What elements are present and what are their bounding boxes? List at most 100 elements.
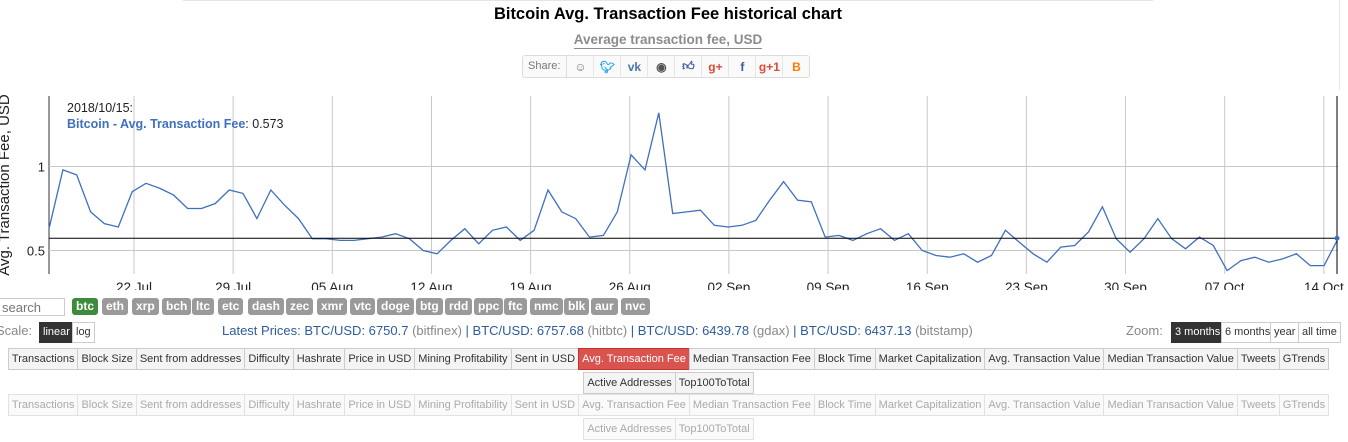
price-bitstamp: BTC/USD: 6437.13 (800, 323, 912, 338)
tooltip-date: 2018/10/15: (67, 101, 133, 115)
subtitle-link[interactable]: Average transaction fee, USD (573, 32, 763, 49)
facebook-icon[interactable]: f (729, 56, 757, 77)
line-chart[interactable]: 0.5 1 22 Jul 29 Jul 05 Aug 12 Aug 19 Aug 26 Aug… (0, 90, 1348, 290)
coin-ltc-button[interactable]: ltc (192, 298, 215, 315)
zoom-all-time-button[interactable]: all time (1298, 322, 1341, 343)
y-tick-label: 0.5 (27, 243, 45, 258)
x-tick-label: 22 Jul (116, 280, 152, 290)
tooltip-series-name: Bitcoin - Avg. Transaction Fee (67, 117, 245, 131)
coin-xrp-button[interactable]: xrp (132, 298, 159, 315)
vk-icon[interactable]: vk (621, 56, 649, 77)
coin-btg-button[interactable]: btg (416, 298, 443, 315)
coin-ppc-button[interactable]: ppc (474, 298, 504, 315)
google-plus-icon[interactable]: g+ (702, 56, 730, 77)
zoom-3-months-button[interactable]: 3 months (1171, 322, 1225, 343)
tab-sent-from-addresses[interactable]: Sent from addresses (135, 394, 246, 416)
coin-doge-button[interactable]: doge (377, 298, 414, 315)
tab-avg-transaction-value[interactable]: Avg. Transaction Value (984, 348, 1105, 370)
coin-bch-button[interactable]: bch (162, 298, 192, 315)
tab-top100tototal[interactable]: Top100ToTotal (674, 372, 754, 394)
tab-price-in-usd[interactable]: Price in USD (344, 394, 416, 416)
x-tick-label: 09 Sep (807, 280, 850, 290)
google-plus-one-icon[interactable]: g+1 (756, 56, 784, 77)
tab-block-time[interactable]: Block Time (813, 348, 876, 370)
tab-tweets[interactable]: Tweets (1236, 394, 1280, 416)
coin-search-input[interactable] (0, 298, 65, 316)
x-tick-label: 30 Sep (1104, 280, 1147, 290)
tab-mining-profitability[interactable]: Mining Profitability (414, 394, 512, 416)
tab-difficulty[interactable]: Difficulty (244, 348, 294, 370)
price-hitbtc: BTC/USD: 6757.68 (472, 323, 584, 338)
tab-avg-transaction-value[interactable]: Avg. Transaction Value (984, 394, 1105, 416)
x-tick-label: 26 Aug (609, 280, 651, 290)
tab-gtrends[interactable]: GTrends (1278, 394, 1330, 416)
metric-tabs-secondary: Transactions Block Size Sent from addresse… (7, 394, 1330, 442)
coin-dash-button[interactable]: dash (248, 298, 285, 315)
tab-block-time[interactable]: Block Time (813, 394, 876, 416)
tab-block-size[interactable]: Block Size (77, 348, 137, 370)
coin-blk-button[interactable]: blk (564, 298, 590, 315)
tab-tweets[interactable]: Tweets (1236, 348, 1280, 370)
coin-nvc-button[interactable]: nvc (621, 298, 650, 315)
chart-subtitle[interactable]: Average transaction fee, USD (0, 32, 1336, 49)
top-divider (183, 0, 1153, 1)
x-tick-label: 14 Oct (1304, 280, 1344, 290)
blogger-icon[interactable]: B (792, 59, 801, 74)
tab-top100tototal[interactable]: Top100ToTotal (674, 418, 754, 440)
x-tick-label: 16 Sep (906, 280, 949, 290)
price-gdax: BTC/USD: 6439.78 (637, 323, 750, 338)
tab-avg-transaction-fee[interactable]: Avg. Transaction Fee (578, 348, 690, 370)
zoom-year-button[interactable]: year (1270, 322, 1300, 343)
tab-market-capitalization[interactable]: Market Capitalization (874, 394, 986, 416)
coin-rdd-button[interactable]: rdd (445, 298, 473, 315)
tab-transactions[interactable]: Transactions (7, 348, 79, 370)
tab-sent-in-usd[interactable]: Sent in USD (510, 394, 580, 416)
coin-aur-button[interactable]: aur (591, 298, 618, 315)
tab-price-in-usd[interactable]: Price in USD (344, 348, 416, 370)
like-icon[interactable]: 👍︎ (675, 56, 703, 77)
tab-block-size[interactable]: Block Size (77, 394, 137, 416)
twitter-icon[interactable]: 🐦︎ (594, 56, 622, 77)
price-source-gdax: (gdax) (752, 323, 790, 338)
tab-sent-in-usd[interactable]: Sent in USD (510, 348, 580, 370)
scale-label: Scale: (0, 323, 33, 338)
tab-median-transaction-fee[interactable]: Median Transaction Fee (688, 394, 815, 416)
zoom-6-months-button[interactable]: 6 months (1221, 322, 1275, 343)
coin-xmr-button[interactable]: xmr (317, 298, 348, 315)
coin-btc-button[interactable]: btc (72, 298, 98, 315)
tab-hashrate[interactable]: Hashrate (292, 348, 346, 370)
tab-gtrends[interactable]: GTrends (1278, 348, 1330, 370)
coin-vtc-button[interactable]: vtc (350, 298, 376, 315)
scale-log-button[interactable]: log (72, 322, 95, 343)
x-tick-label: 12 Aug (410, 280, 452, 290)
tab-hashrate[interactable]: Hashrate (292, 394, 346, 416)
y-axis-label: Avg. Transaction Fee, USD (0, 94, 13, 276)
right-divider (1339, 0, 1340, 90)
tab-sent-from-addresses[interactable]: Sent from addresses (135, 348, 246, 370)
reddit-icon[interactable]: ☺ (567, 56, 595, 77)
metric-tabs: Transactions Block Size Sent from addresse… (7, 348, 1330, 396)
tab-median-transaction-value[interactable]: Median Transaction Value (1103, 394, 1238, 416)
coin-ftc-button[interactable]: ftc (504, 298, 527, 315)
x-tick-label: 05 Aug (311, 280, 353, 290)
share-bar: Share: ☺ 🐦︎ vk ◉ 👍︎ g+ f g+1 B (522, 55, 811, 78)
coin-etc-button[interactable]: etc (218, 298, 244, 315)
tab-active-addresses[interactable]: Active Addresses (583, 372, 676, 394)
tab-avg-transaction-fee[interactable]: Avg. Transaction Fee (578, 394, 690, 416)
coin-eth-button[interactable]: eth (102, 298, 128, 315)
tooltip-value: Bitcoin - Avg. Transaction Fee: 0.573 (67, 117, 284, 131)
page-title: Bitcoin Avg. Transaction Fee historical … (493, 5, 843, 23)
scale-linear-button[interactable]: linear (39, 322, 74, 343)
tab-difficulty[interactable]: Difficulty (244, 394, 294, 416)
tab-median-transaction-value[interactable]: Median Transaction Value (1103, 348, 1238, 370)
series-line (48, 112, 1339, 272)
coin-nmc-button[interactable]: nmc (530, 298, 563, 315)
tab-mining-profitability[interactable]: Mining Profitability (414, 348, 512, 370)
coin-zec-button[interactable]: zec (286, 298, 314, 315)
tab-transactions[interactable]: Transactions (7, 394, 79, 416)
tab-market-capitalization[interactable]: Market Capitalization (874, 348, 986, 370)
tab-median-transaction-fee[interactable]: Median Transaction Fee (688, 348, 815, 370)
weibo-icon[interactable]: ◉ (648, 56, 676, 77)
price-bitfinex: BTC/USD: 6750.7 (304, 323, 409, 338)
prices-label: Latest Prices: (222, 323, 301, 338)
